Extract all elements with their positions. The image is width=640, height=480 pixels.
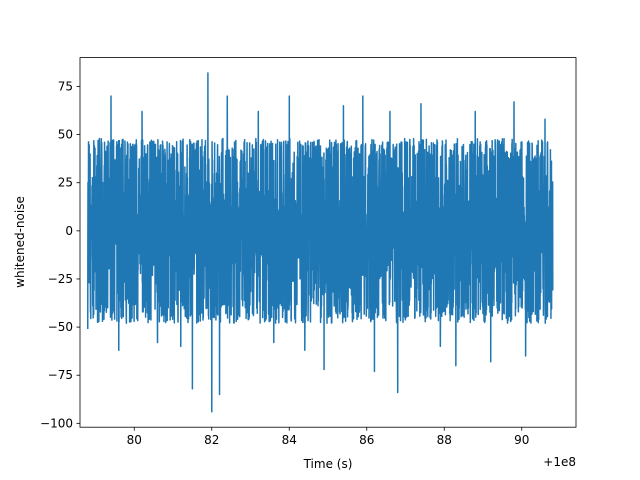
x-tick-label: 82 [204, 433, 219, 447]
x-axis-offset-label: +1e8 [543, 455, 576, 469]
x-tick-label: 80 [127, 433, 142, 447]
y-tick-label: 0 [65, 224, 73, 238]
y-tick-label: −100 [40, 416, 73, 430]
y-tick-label: 25 [58, 176, 73, 190]
x-tick-label: 88 [437, 433, 452, 447]
x-tick-label: 86 [359, 433, 374, 447]
whitened-noise-series-line [87, 72, 554, 413]
x-tick-label: 84 [282, 433, 297, 447]
series-layer [87, 72, 554, 413]
y-tick-label: −25 [48, 272, 73, 286]
x-tick-label: 90 [514, 433, 529, 447]
y-axis-label: whitened-noise [13, 196, 27, 288]
y-tick-label: −50 [48, 320, 73, 334]
x-axis-label: Time (s) [303, 457, 353, 471]
y-tick-label: −75 [48, 368, 73, 382]
y-tick-label: 75 [58, 79, 73, 93]
x-axis-ticks: 80 82 84 86 88 90 [127, 427, 529, 447]
y-axis-ticks: −100 −75 −50 −25 0 25 50 75 [40, 79, 80, 430]
y-tick-label: 50 [58, 128, 73, 142]
plot-frame [79, 57, 577, 428]
